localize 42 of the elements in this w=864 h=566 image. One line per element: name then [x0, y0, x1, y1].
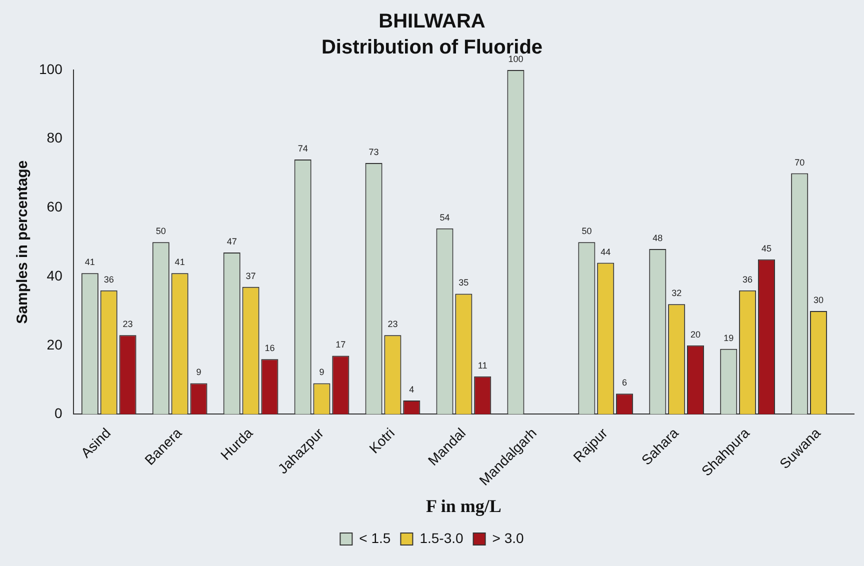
data-label: 6 — [622, 378, 628, 388]
chart-title: BHILWARA — [378, 10, 486, 33]
data-label: 16 — [264, 343, 275, 354]
data-label: 4 — [409, 384, 414, 394]
y-tick-label: 20 — [46, 336, 63, 352]
y-tick-label: 60 — [46, 198, 63, 215]
data-label: 36 — [104, 274, 114, 284]
data-label: 50 — [582, 226, 592, 236]
data-label: 20 — [690, 329, 701, 340]
y-tick-label: 40 — [46, 267, 63, 284]
data-label: 48 — [652, 232, 663, 243]
data-label: 11 — [478, 360, 488, 370]
data-label: 41 — [84, 257, 95, 268]
x-axis-title: F in mg/L — [426, 496, 502, 516]
data-label: 9 — [319, 367, 324, 378]
data-label: 45 — [761, 243, 772, 254]
data-label: 41 — [174, 257, 185, 268]
data-label: 100 — [508, 54, 524, 64]
y-axis-title: Samples in percentage — [14, 160, 32, 324]
data-label: 70 — [794, 157, 805, 168]
data-label: 37 — [246, 270, 256, 281]
data-label: 9 — [196, 367, 202, 378]
legend-label: < 1.5 — [359, 530, 391, 546]
data-label: 36 — [742, 274, 753, 284]
data-label: 44 — [600, 246, 611, 257]
data-label: 30 — [814, 294, 824, 305]
y-tick-label: 80 — [46, 130, 63, 146]
data-label: 23 — [122, 319, 133, 330]
data-label: 35 — [458, 278, 469, 288]
data-label: 17 — [336, 340, 346, 350]
data-label: 74 — [298, 143, 308, 154]
data-label: 73 — [368, 146, 379, 157]
legend-label: > 3.0 — [492, 530, 524, 546]
y-tick-label: 100 — [39, 60, 63, 77]
data-label: 54 — [440, 212, 450, 222]
data-label: 50 — [156, 226, 166, 236]
data-label: 19 — [724, 332, 734, 343]
data-label: 23 — [388, 319, 398, 330]
legend-label: 1.5-3.0 — [420, 530, 464, 546]
data-label: 47 — [226, 236, 237, 246]
y-tick-label: 0 — [54, 405, 63, 422]
data-label: 32 — [672, 288, 682, 298]
